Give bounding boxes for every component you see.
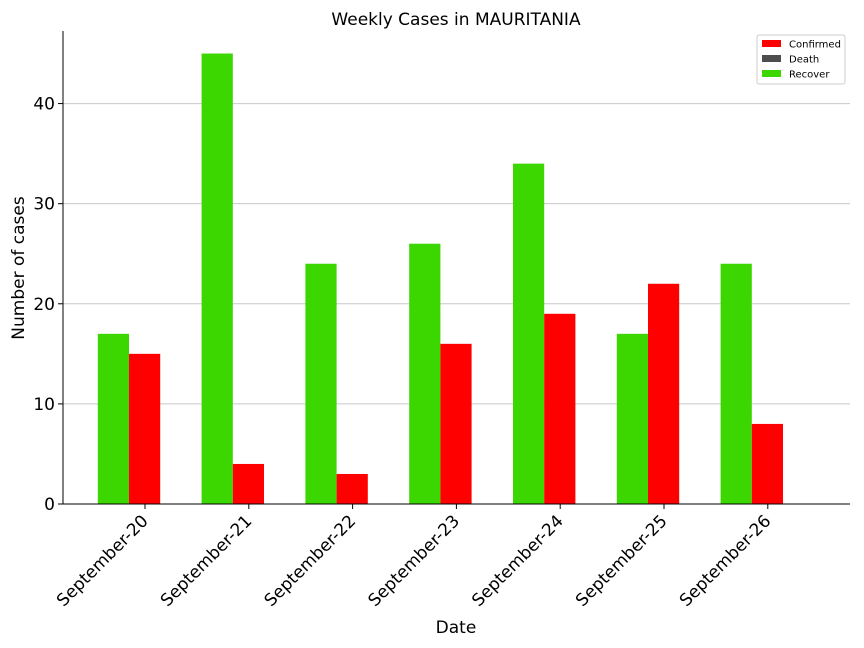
y-tick-label: 10 xyxy=(33,395,55,415)
legend-swatch xyxy=(762,40,781,47)
x-axis-label: Date xyxy=(436,618,477,638)
x-tick-label: September-24 xyxy=(468,511,567,610)
bar-recover xyxy=(513,163,545,505)
bar-recover xyxy=(409,243,441,505)
legend-label: Recover xyxy=(789,70,830,81)
bar-confirmed xyxy=(544,313,576,504)
legend-label: Confirmed xyxy=(789,40,841,51)
y-tick-label: 30 xyxy=(33,195,55,215)
bar-recover xyxy=(305,263,337,504)
bar-confirmed xyxy=(751,423,783,504)
y-ticks: 0 10 20 30 40 xyxy=(33,95,63,515)
legend: Confirmed Death Recover xyxy=(756,34,846,85)
x-tick-label: September-22 xyxy=(261,511,360,610)
x-tick-label: September-25 xyxy=(572,511,671,610)
bar-recover xyxy=(201,53,233,505)
y-axis-label: Number of cases xyxy=(9,196,29,340)
x-tick-label: September-21 xyxy=(157,511,256,610)
x-ticks: September-20 September-21 September-22 Sept… xyxy=(53,504,775,611)
legend-label: Death xyxy=(789,55,819,66)
y-tick-label: 40 xyxy=(33,95,55,115)
chart-title: Weekly Cases in MAURITANIA xyxy=(331,10,581,30)
y-tick-label: 20 xyxy=(33,295,55,315)
bar-recover xyxy=(97,333,129,504)
x-tick-label: September-26 xyxy=(676,511,775,610)
bar-confirmed xyxy=(129,353,161,504)
bar-recover xyxy=(720,263,752,504)
x-tick-label: September-20 xyxy=(53,511,152,610)
bar-confirmed xyxy=(232,463,264,504)
bars xyxy=(97,53,783,505)
bar-recover xyxy=(616,333,648,504)
bar-confirmed xyxy=(440,343,472,504)
x-tick-label: September-23 xyxy=(364,511,463,610)
bar-confirmed xyxy=(336,473,368,504)
bar-confirmed xyxy=(648,283,680,504)
legend-swatch xyxy=(762,70,781,77)
legend-swatch xyxy=(762,55,781,62)
y-tick-label: 0 xyxy=(44,495,55,515)
